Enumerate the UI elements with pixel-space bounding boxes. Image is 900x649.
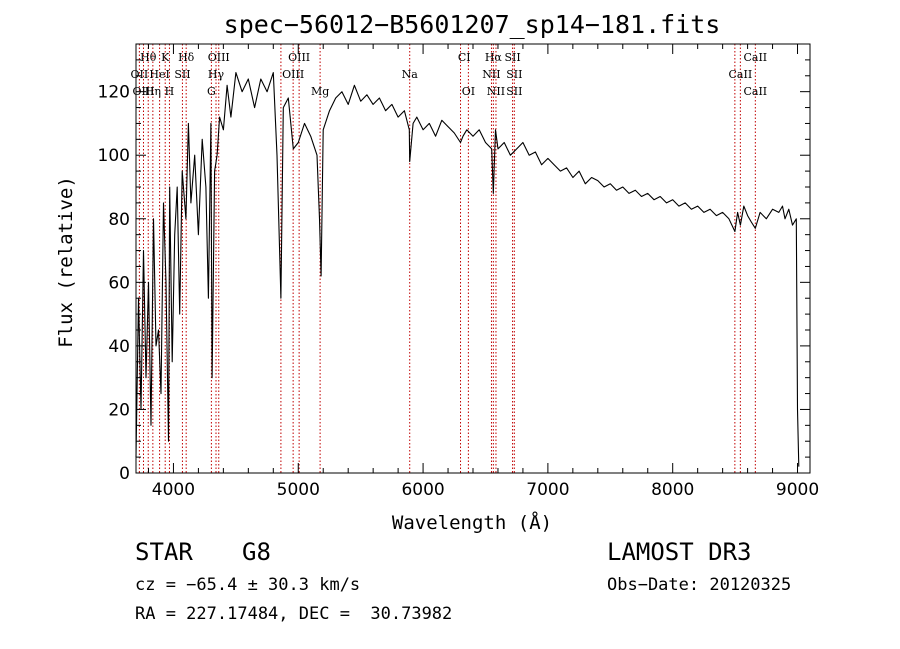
x-tick-label: 7000 bbox=[526, 480, 569, 500]
y-tick-labels: 0 20 40 60 80 100 120 bbox=[98, 83, 130, 484]
y-tick-label: 80 bbox=[108, 210, 130, 230]
line-id-label: G bbox=[207, 85, 216, 98]
line-id-label: OIII bbox=[208, 51, 230, 64]
line-id-label: Hθ bbox=[140, 51, 157, 64]
line-id-label: Na bbox=[402, 68, 419, 81]
line-id-label: K bbox=[161, 51, 170, 64]
line-id-label: CaII bbox=[743, 51, 767, 64]
line-id-label: CaII bbox=[729, 68, 753, 81]
line-id-label: SII bbox=[506, 68, 522, 81]
observation-date: Obs−Date: 20120325 bbox=[607, 575, 792, 595]
plot-frame bbox=[135, 43, 811, 474]
chart-title: spec−56012−B5601207_sp14−181.fits bbox=[224, 10, 721, 39]
axis-ticks bbox=[136, 44, 810, 474]
spectral-subclass: G8 bbox=[242, 538, 271, 566]
line-id-label: H bbox=[165, 85, 175, 98]
x-axis-label: Wavelength (Å) bbox=[392, 511, 552, 534]
y-tick-label: 0 bbox=[119, 464, 130, 484]
redshift-value: cz = −65.4 ± 30.3 km/s bbox=[135, 575, 361, 595]
y-tick-label: 60 bbox=[108, 273, 130, 293]
line-id-label: Hγ bbox=[208, 68, 225, 81]
line-id-label: SII bbox=[506, 85, 522, 98]
y-tick-label: 120 bbox=[98, 83, 130, 103]
survey-name: LAMOST DR3 bbox=[607, 538, 752, 566]
line-id-label: Hδ bbox=[178, 51, 195, 64]
line-id-label: CI bbox=[458, 51, 471, 64]
spectrum-series bbox=[135, 72, 800, 467]
y-tick-label: 20 bbox=[108, 400, 130, 420]
line-id-label: Hη bbox=[145, 85, 161, 98]
y-tick-label: 40 bbox=[108, 337, 130, 357]
x-tick-label: 4000 bbox=[152, 480, 195, 500]
line-id-label: HeI bbox=[149, 68, 169, 81]
x-tick-label: 6000 bbox=[401, 480, 444, 500]
line-id-label: OIII bbox=[282, 68, 304, 81]
line-id-label: OIII bbox=[288, 51, 310, 64]
x-tick-label: 8000 bbox=[651, 480, 694, 500]
line-id-label: SII bbox=[174, 68, 190, 81]
y-axis-label: Flux (relative) bbox=[55, 176, 77, 348]
line-id-label: NII bbox=[487, 85, 505, 98]
line-id-label: OI bbox=[462, 85, 475, 98]
line-id-label: CaII bbox=[743, 85, 767, 98]
line-id-label: NII bbox=[482, 68, 500, 81]
x-tick-label: 5000 bbox=[277, 480, 320, 500]
spectrum-line bbox=[135, 72, 800, 467]
sky-coordinates: RA = 227.17484, DEC = 30.73982 bbox=[135, 604, 453, 624]
line-id-label: SII bbox=[504, 51, 520, 64]
object-class: STAR bbox=[135, 538, 193, 566]
x-tick-label: 9000 bbox=[776, 480, 819, 500]
y-tick-label: 100 bbox=[98, 146, 130, 166]
line-id-label: Mg bbox=[311, 85, 329, 98]
x-tick-labels: 4000 5000 6000 7000 8000 9000 bbox=[152, 480, 819, 500]
line-id-label: Hα bbox=[485, 51, 503, 64]
line-id-label: OII bbox=[131, 68, 149, 81]
